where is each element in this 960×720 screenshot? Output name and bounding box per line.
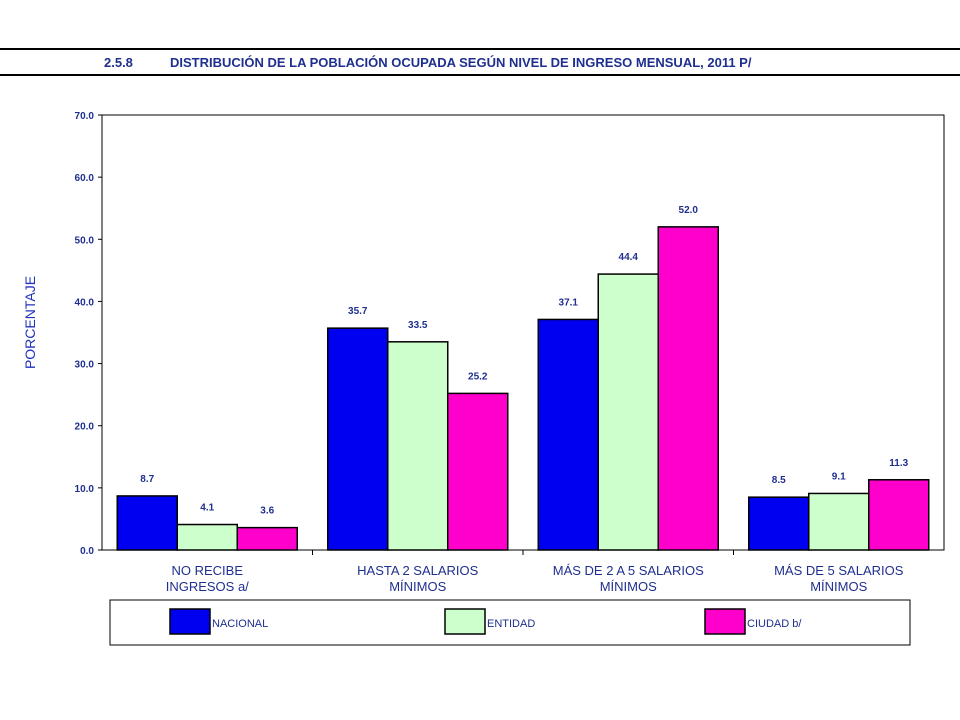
legend-swatch [704, 608, 746, 635]
x-category-label: MÁS DE 5 SALARIOS [774, 563, 904, 578]
data-label: 25.2 [468, 371, 488, 382]
x-category-label: MÍNIMOS [389, 579, 446, 594]
data-label: 52.0 [679, 205, 699, 216]
x-category-label: MÁS DE 2 A 5 SALARIOS [553, 563, 704, 578]
x-category-label: MÍNIMOS [810, 579, 867, 594]
bar-ciudad-b [868, 479, 930, 551]
y-tick-label: 10.0 [75, 484, 95, 495]
bar-nacional [327, 327, 389, 551]
top-rule [0, 48, 960, 50]
data-label: 8.7 [140, 474, 154, 485]
y-tick-label: 30.0 [75, 360, 95, 371]
bar-nacional [748, 496, 810, 551]
bar-nacional [116, 495, 178, 551]
plot-area [101, 114, 945, 551]
chart-number: 2.5.8 [104, 55, 133, 70]
y-tick-label: 40.0 [75, 297, 95, 308]
data-label: 9.1 [832, 471, 846, 482]
y-tick-label: 0.0 [80, 546, 94, 557]
x-category-label: MÍNIMOS [600, 579, 657, 594]
bar-ciudad-b [447, 392, 509, 551]
x-category-label: HASTA 2 SALARIOS [357, 563, 478, 578]
y-axis-label: PORCENTAJE [22, 276, 38, 369]
x-category-label: INGRESOS a/ [166, 579, 249, 594]
data-label: 11.3 [889, 458, 908, 469]
bar-entidad [597, 273, 659, 551]
y-tick-label: 70.0 [75, 111, 95, 122]
legend-label: CIUDAD b/ [747, 618, 802, 630]
data-label: 3.6 [260, 506, 274, 517]
data-label: 8.5 [772, 475, 786, 486]
data-label: 35.7 [348, 306, 368, 317]
legend-box [109, 599, 911, 646]
x-category-label: NO RECIBE [171, 563, 243, 578]
legend-label: ENTIDAD [487, 618, 535, 630]
bar-ciudad-b [657, 226, 719, 551]
legend-swatch [169, 608, 211, 635]
data-label: 37.1 [559, 297, 579, 308]
y-tick-label: 20.0 [75, 422, 95, 433]
y-tick-label: 60.0 [75, 173, 95, 184]
bar-ciudad-b [236, 526, 298, 551]
legend-swatch [444, 608, 486, 635]
bottom-rule [0, 74, 960, 76]
data-label: 4.1 [200, 503, 214, 514]
data-label: 44.4 [619, 252, 639, 263]
bar-entidad [176, 523, 238, 551]
y-tick-label: 50.0 [75, 235, 95, 246]
legend-label: NACIONAL [212, 618, 268, 630]
bar-entidad [387, 341, 449, 551]
chart-title: DISTRIBUCIÓN DE LA POBLACIÓN OCUPADA SEG… [170, 55, 752, 70]
data-label: 33.5 [408, 320, 428, 331]
bar-nacional [537, 318, 599, 551]
bar-entidad [808, 492, 870, 551]
